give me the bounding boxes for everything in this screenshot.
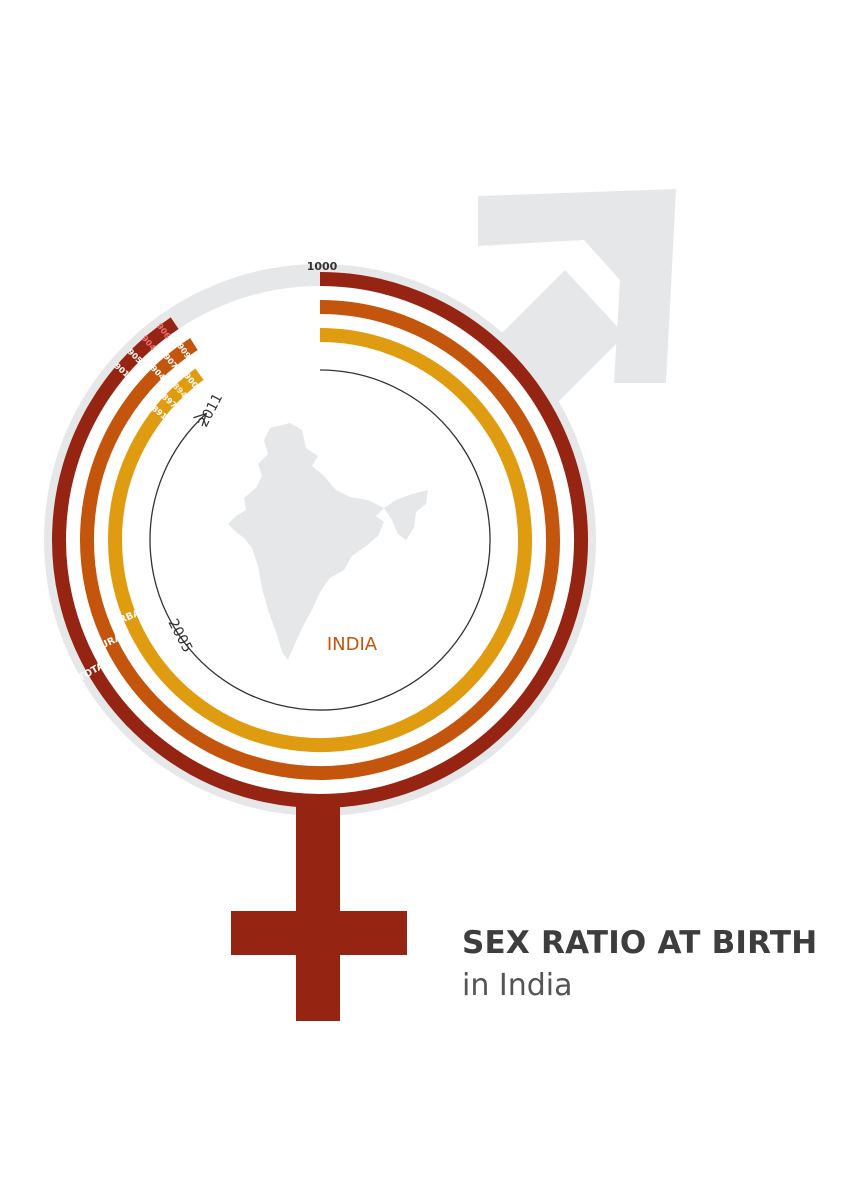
series-rings: TOTAL901905904906RURAL904907909URBAN8918… xyxy=(52,272,588,808)
male-symbol-arrow-icon xyxy=(478,189,676,405)
india-map-icon xyxy=(228,423,428,660)
india-map-mainland xyxy=(228,423,384,660)
time-axis-arrowhead xyxy=(193,412,208,427)
time-axis-start-label: 2005 xyxy=(164,616,195,655)
series-arc-rural xyxy=(80,300,560,780)
scale-max-label: 1000 xyxy=(307,260,338,273)
chart-title: SEX RATIO AT BIRTH xyxy=(462,925,818,961)
female-cross-bar xyxy=(231,911,407,955)
region-label: INDIA xyxy=(327,634,378,655)
male-arrow-shaft xyxy=(495,270,625,405)
series-arc-total xyxy=(52,272,588,808)
chart-subtitle: in India xyxy=(462,968,573,1003)
series-arc-urban xyxy=(108,328,532,752)
male-arrow-head xyxy=(478,189,676,383)
time-axis-arc xyxy=(149,369,491,711)
india-map-northeast xyxy=(384,490,428,540)
female-symbol-cross-icon xyxy=(231,795,407,1021)
female-cross-stem xyxy=(296,795,340,1021)
time-axis-end-label: 2011 xyxy=(195,391,226,430)
